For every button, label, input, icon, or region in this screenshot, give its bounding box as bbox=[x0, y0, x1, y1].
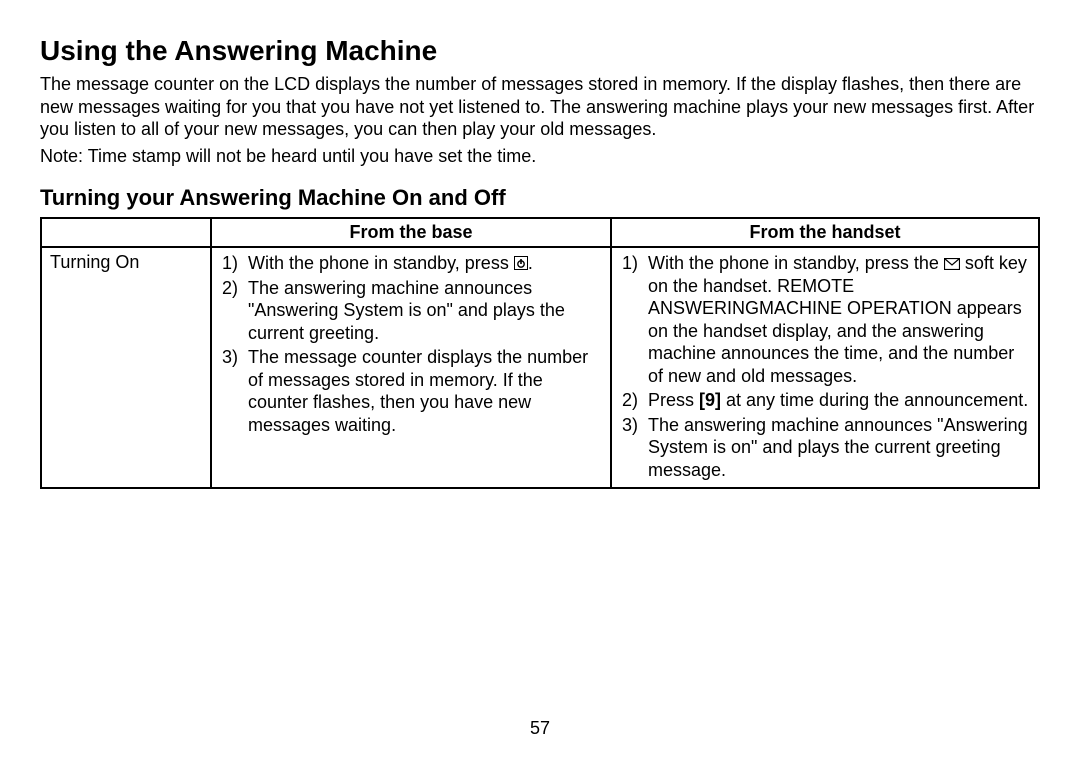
power-icon bbox=[514, 256, 528, 270]
list-item: 2)Press [9] at any time during the annou… bbox=[620, 389, 1030, 412]
note-paragraph: Note: Time stamp will not be heard until… bbox=[40, 145, 1040, 168]
page-title: Using the Answering Machine bbox=[40, 35, 1040, 67]
intro-paragraph: The message counter on the LCD displays … bbox=[40, 73, 1040, 141]
step-text: The answering machine announces "Answeri… bbox=[248, 277, 602, 345]
section-heading: Turning your Answering Machine On and Of… bbox=[40, 185, 1040, 211]
step-number: 3) bbox=[620, 414, 648, 437]
table-header-handset: From the handset bbox=[611, 218, 1039, 247]
step-number: 2) bbox=[620, 389, 648, 412]
table-header-blank bbox=[41, 218, 211, 247]
list-item: 1)With the phone in standby, press the s… bbox=[620, 252, 1030, 387]
list-item: 1)With the phone in standby, press . bbox=[220, 252, 602, 275]
table-header-base: From the base bbox=[211, 218, 611, 247]
handset-cell: 1)With the phone in standby, press the s… bbox=[611, 247, 1039, 488]
step-number: 1) bbox=[220, 252, 248, 275]
handset-steps-list: 1)With the phone in standby, press the s… bbox=[620, 252, 1030, 481]
table-header-row: From the base From the handset bbox=[41, 218, 1039, 247]
step-text: Press [9] at any time during the announc… bbox=[648, 389, 1030, 412]
step-text: With the phone in standby, press the sof… bbox=[648, 252, 1030, 387]
step-text: The answering machine announces "Answeri… bbox=[648, 414, 1030, 482]
list-item: 3)The answering machine announces "Answe… bbox=[620, 414, 1030, 482]
envelope-icon bbox=[944, 258, 960, 270]
step-number: 1) bbox=[620, 252, 648, 275]
step-number: 2) bbox=[220, 277, 248, 300]
step-text: The message counter displays the number … bbox=[248, 346, 602, 436]
base-cell: 1)With the phone in standby, press .2)Th… bbox=[211, 247, 611, 488]
table-row: Turning On 1)With the phone in standby, … bbox=[41, 247, 1039, 488]
page-number: 57 bbox=[0, 718, 1080, 739]
list-item: 3)The message counter displays the numbe… bbox=[220, 346, 602, 436]
step-number: 3) bbox=[220, 346, 248, 369]
base-steps-list: 1)With the phone in standby, press .2)Th… bbox=[220, 252, 602, 436]
row-label-cell: Turning On bbox=[41, 247, 211, 488]
instructions-table: From the base From the handset Turning O… bbox=[40, 217, 1040, 489]
step-text: With the phone in standby, press . bbox=[248, 252, 602, 275]
list-item: 2)The answering machine announces "Answe… bbox=[220, 277, 602, 345]
